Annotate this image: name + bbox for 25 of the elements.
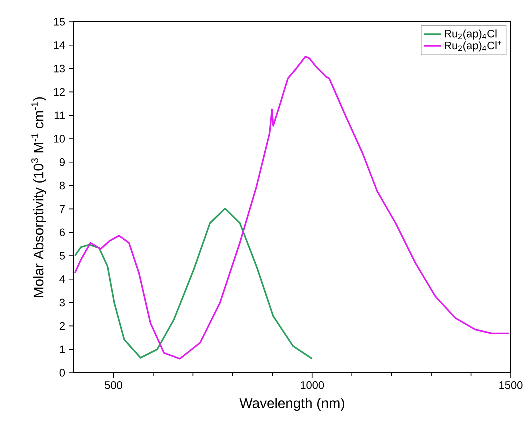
- x-axis-title: Wavelength (nm): [240, 398, 344, 412]
- y-tick-label: 10: [54, 135, 66, 143]
- line-series: [74, 208, 314, 360]
- y-tick-label: 8: [60, 182, 66, 190]
- y-tick-label: 3: [60, 298, 66, 307]
- legend-label: Ru$_{2}$(ap)$_{4}$Cl$^{+}$: [445, 41, 502, 52]
- y-axis-title: Molar Absorptivity (10$^{3}$ M$^{-1}$ cm$^{-1}$): [32, 97, 46, 298]
- y-tick-label: 12: [54, 88, 65, 96]
- y-tick-label: 6: [60, 228, 66, 236]
- y-tick-label: 11: [54, 112, 65, 120]
- x-tick-label: 500: [105, 382, 122, 390]
- y-tick-label: 4: [60, 276, 66, 284]
- line-series: [74, 56, 510, 360]
- y-tick-label: 13: [54, 64, 66, 73]
- y-tick-label: 2: [60, 322, 65, 330]
- x-tick-label: 1000: [301, 382, 324, 390]
- y-tick-label: 5: [60, 252, 66, 260]
- legend-label: Ru$_{2}$(ap)$_{4}$Cl: [445, 30, 497, 40]
- y-tick-label: 14: [54, 42, 66, 50]
- y-tick-label: 15: [54, 18, 66, 26]
- y-tick-label: 0: [60, 369, 66, 377]
- y-tick-label: 1: [60, 346, 65, 354]
- x-tick-label: 1500: [500, 382, 523, 390]
- y-tick-label: 9: [60, 158, 65, 166]
- y-tick-label: 7: [60, 205, 65, 213]
